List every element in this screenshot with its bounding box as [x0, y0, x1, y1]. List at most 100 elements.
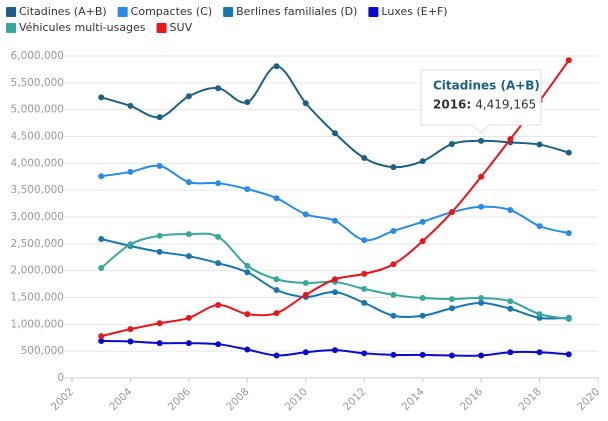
data-point — [127, 326, 134, 333]
y-tick-label: 5,000,000 — [11, 104, 64, 116]
data-point — [302, 100, 309, 107]
legend-swatch — [223, 7, 234, 17]
y-tick-label: 1,500,000 — [11, 292, 64, 304]
data-point — [390, 351, 397, 358]
y-tick-label: 3,000,000 — [11, 211, 64, 223]
legend-label: Luxes (E+F) — [381, 5, 447, 18]
data-point — [419, 351, 426, 358]
y-tick-label: 500,000 — [21, 345, 64, 357]
data-point — [302, 349, 309, 356]
data-point — [185, 93, 192, 100]
legend-label: Compactes (C) — [131, 5, 212, 18]
data-point — [478, 299, 485, 306]
data-point — [244, 186, 251, 193]
data-point — [215, 302, 222, 309]
data-point — [244, 346, 251, 353]
data-point — [127, 241, 134, 248]
y-tick-label: 4,000,000 — [11, 157, 64, 169]
data-point — [565, 315, 572, 322]
tooltip-value: 4,419,165 — [475, 98, 536, 112]
y-tick-label: 5,500,000 — [11, 77, 64, 89]
data-point — [332, 217, 338, 224]
x-tick-label: 2016 — [458, 386, 486, 414]
y-tick-label: 3,500,000 — [11, 184, 64, 196]
data-point — [273, 286, 280, 293]
tooltip: Citadines (A+B) 2016: 4,419,165 — [420, 69, 542, 134]
legend-item: SUV — [156, 21, 193, 34]
data-point — [419, 238, 426, 245]
data-point — [478, 352, 485, 359]
data-point — [478, 173, 485, 180]
data-point — [185, 314, 192, 321]
legend-label: Véhicules multi-usages — [19, 21, 146, 34]
data-point — [361, 154, 368, 161]
data-point — [273, 310, 280, 317]
data-point — [98, 236, 105, 243]
data-point — [302, 291, 309, 298]
data-point — [185, 231, 192, 238]
data-point — [419, 218, 426, 225]
data-point — [332, 276, 338, 283]
legend-swatch — [6, 7, 16, 17]
legend-item: Luxes (E+F) — [368, 5, 448, 18]
data-point — [215, 341, 222, 348]
legend-label: SUV — [170, 21, 193, 34]
x-tick-label: 2018 — [516, 386, 543, 413]
legend-item: Véhicules multi-usages — [6, 21, 146, 34]
y-tick-label: 6,000,000 — [11, 50, 64, 62]
x-tick-label: 2014 — [400, 386, 428, 414]
data-point — [273, 63, 280, 70]
data-point — [215, 260, 222, 267]
data-point — [302, 211, 309, 218]
data-point — [448, 352, 455, 359]
legend-swatch — [368, 7, 379, 17]
data-point — [390, 227, 397, 234]
y-tick-label: 2,000,000 — [11, 265, 64, 277]
data-point — [244, 311, 251, 318]
x-tick-label: 2010 — [283, 386, 310, 413]
data-point — [98, 333, 105, 340]
data-point — [156, 163, 163, 170]
legend-item: Compactes (C) — [117, 5, 212, 18]
tooltip-box — [420, 69, 542, 134]
data-point — [565, 351, 572, 358]
data-point — [419, 312, 426, 319]
data-point — [215, 180, 222, 187]
x-tick-label: 2004 — [107, 386, 135, 414]
data-point — [244, 99, 251, 106]
data-point — [156, 114, 163, 121]
data-point — [448, 305, 455, 312]
data-point — [98, 94, 105, 101]
data-point — [185, 179, 192, 186]
y-tick-label: 1,000,000 — [11, 318, 64, 330]
data-point — [565, 57, 572, 64]
x-tick-label: 2008 — [224, 386, 251, 413]
data-point — [478, 137, 485, 144]
data-point — [448, 296, 455, 303]
data-point — [156, 232, 163, 239]
legend-item: Berlines familiales (D) — [223, 5, 357, 18]
data-point — [478, 203, 485, 210]
x-tick-label: 2006 — [166, 386, 194, 414]
data-point — [361, 299, 368, 306]
data-point — [127, 168, 134, 175]
series-line — [101, 164, 570, 242]
data-point — [390, 164, 397, 171]
data-point — [361, 270, 368, 277]
data-point — [507, 349, 514, 356]
tooltip-title: Citadines (A+B) — [433, 79, 540, 93]
data-point — [98, 173, 105, 180]
data-point — [565, 230, 572, 237]
legend-swatch — [117, 7, 128, 17]
data-point — [361, 350, 368, 357]
data-point — [332, 289, 338, 296]
y-tick-label: 4,500,000 — [11, 131, 64, 143]
data-point — [302, 280, 309, 287]
data-point — [215, 233, 222, 240]
data-point — [156, 248, 163, 255]
data-point — [390, 312, 397, 319]
data-point — [98, 337, 105, 344]
data-point — [244, 269, 251, 276]
legend-label: Citadines (A+B) — [19, 5, 107, 18]
